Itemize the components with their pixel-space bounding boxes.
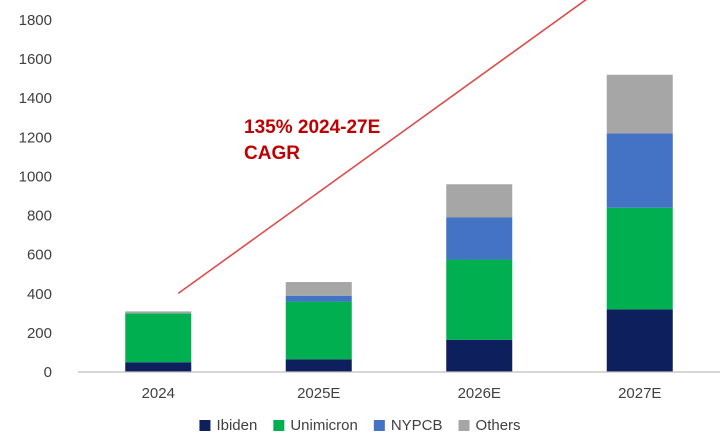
bar-nypcb-2026e [446, 217, 513, 260]
bar-unimicron-2027e [606, 207, 673, 310]
cagr-annotation-line-1: 135% 2024-27E [244, 117, 380, 138]
bar-unimicron-2025e [285, 301, 352, 360]
y-tick-label: 400 [27, 286, 52, 303]
bar-nypcb-2025e [285, 295, 352, 302]
legend-swatch-nypcb [373, 420, 385, 431]
legend-label-nypcb: NYPCB [391, 417, 443, 434]
cagr-annotation: 135% 2024-27E CAGR [177, 0, 587, 295]
y-axis: 0 200 400 600 800 1000 1200 1400 1600 1800 [19, 12, 52, 381]
y-tick-label: 600 [27, 247, 52, 264]
bar-others-2025e [285, 282, 352, 296]
x-tick-label: 2025E [297, 385, 340, 402]
y-tick-label: 1000 [19, 168, 52, 185]
y-tick-label: 1200 [19, 129, 52, 146]
legend: Ibiden Unimicron NYPCB Others [199, 417, 521, 434]
x-tick-label: 2027E [618, 385, 661, 402]
bar-nypcb-2027e [606, 133, 673, 208]
legend-label-others: Others [476, 417, 521, 434]
bar-ibiden-2026e [446, 339, 513, 372]
y-tick-label: 1400 [19, 90, 52, 107]
y-tick-label: 800 [27, 208, 52, 225]
cagr-arrow [177, 0, 587, 295]
bar-ibiden-2024 [125, 362, 192, 372]
bar-ibiden-2025e [285, 359, 352, 372]
legend-swatch-unimicron [273, 420, 285, 431]
x-tick-label: 2026E [458, 385, 501, 402]
bar-unimicron-2026e [446, 259, 513, 340]
legend-swatch-ibiden [199, 420, 211, 431]
cagr-annotation-line-2: CAGR [244, 143, 300, 164]
bar-others-2024 [125, 311, 192, 314]
x-tick-label: 2024 [142, 385, 175, 402]
legend-swatch-others [458, 420, 470, 431]
bar-ibiden-2027e [606, 309, 673, 372]
bar-others-2026e [446, 184, 513, 218]
y-tick-label: 1600 [19, 51, 52, 68]
bar-unimicron-2024 [125, 313, 192, 363]
legend-label-ibiden: Ibiden [216, 417, 257, 434]
y-tick-label: 200 [27, 325, 52, 342]
legend-label-unimicron: Unimicron [290, 417, 358, 434]
y-tick-label: 0 [44, 364, 52, 381]
bar-others-2027e [606, 74, 673, 134]
x-axis: 2024 2025E 2026E 2027E [142, 385, 662, 402]
bars [125, 74, 673, 372]
y-tick-label: 1800 [19, 12, 52, 29]
